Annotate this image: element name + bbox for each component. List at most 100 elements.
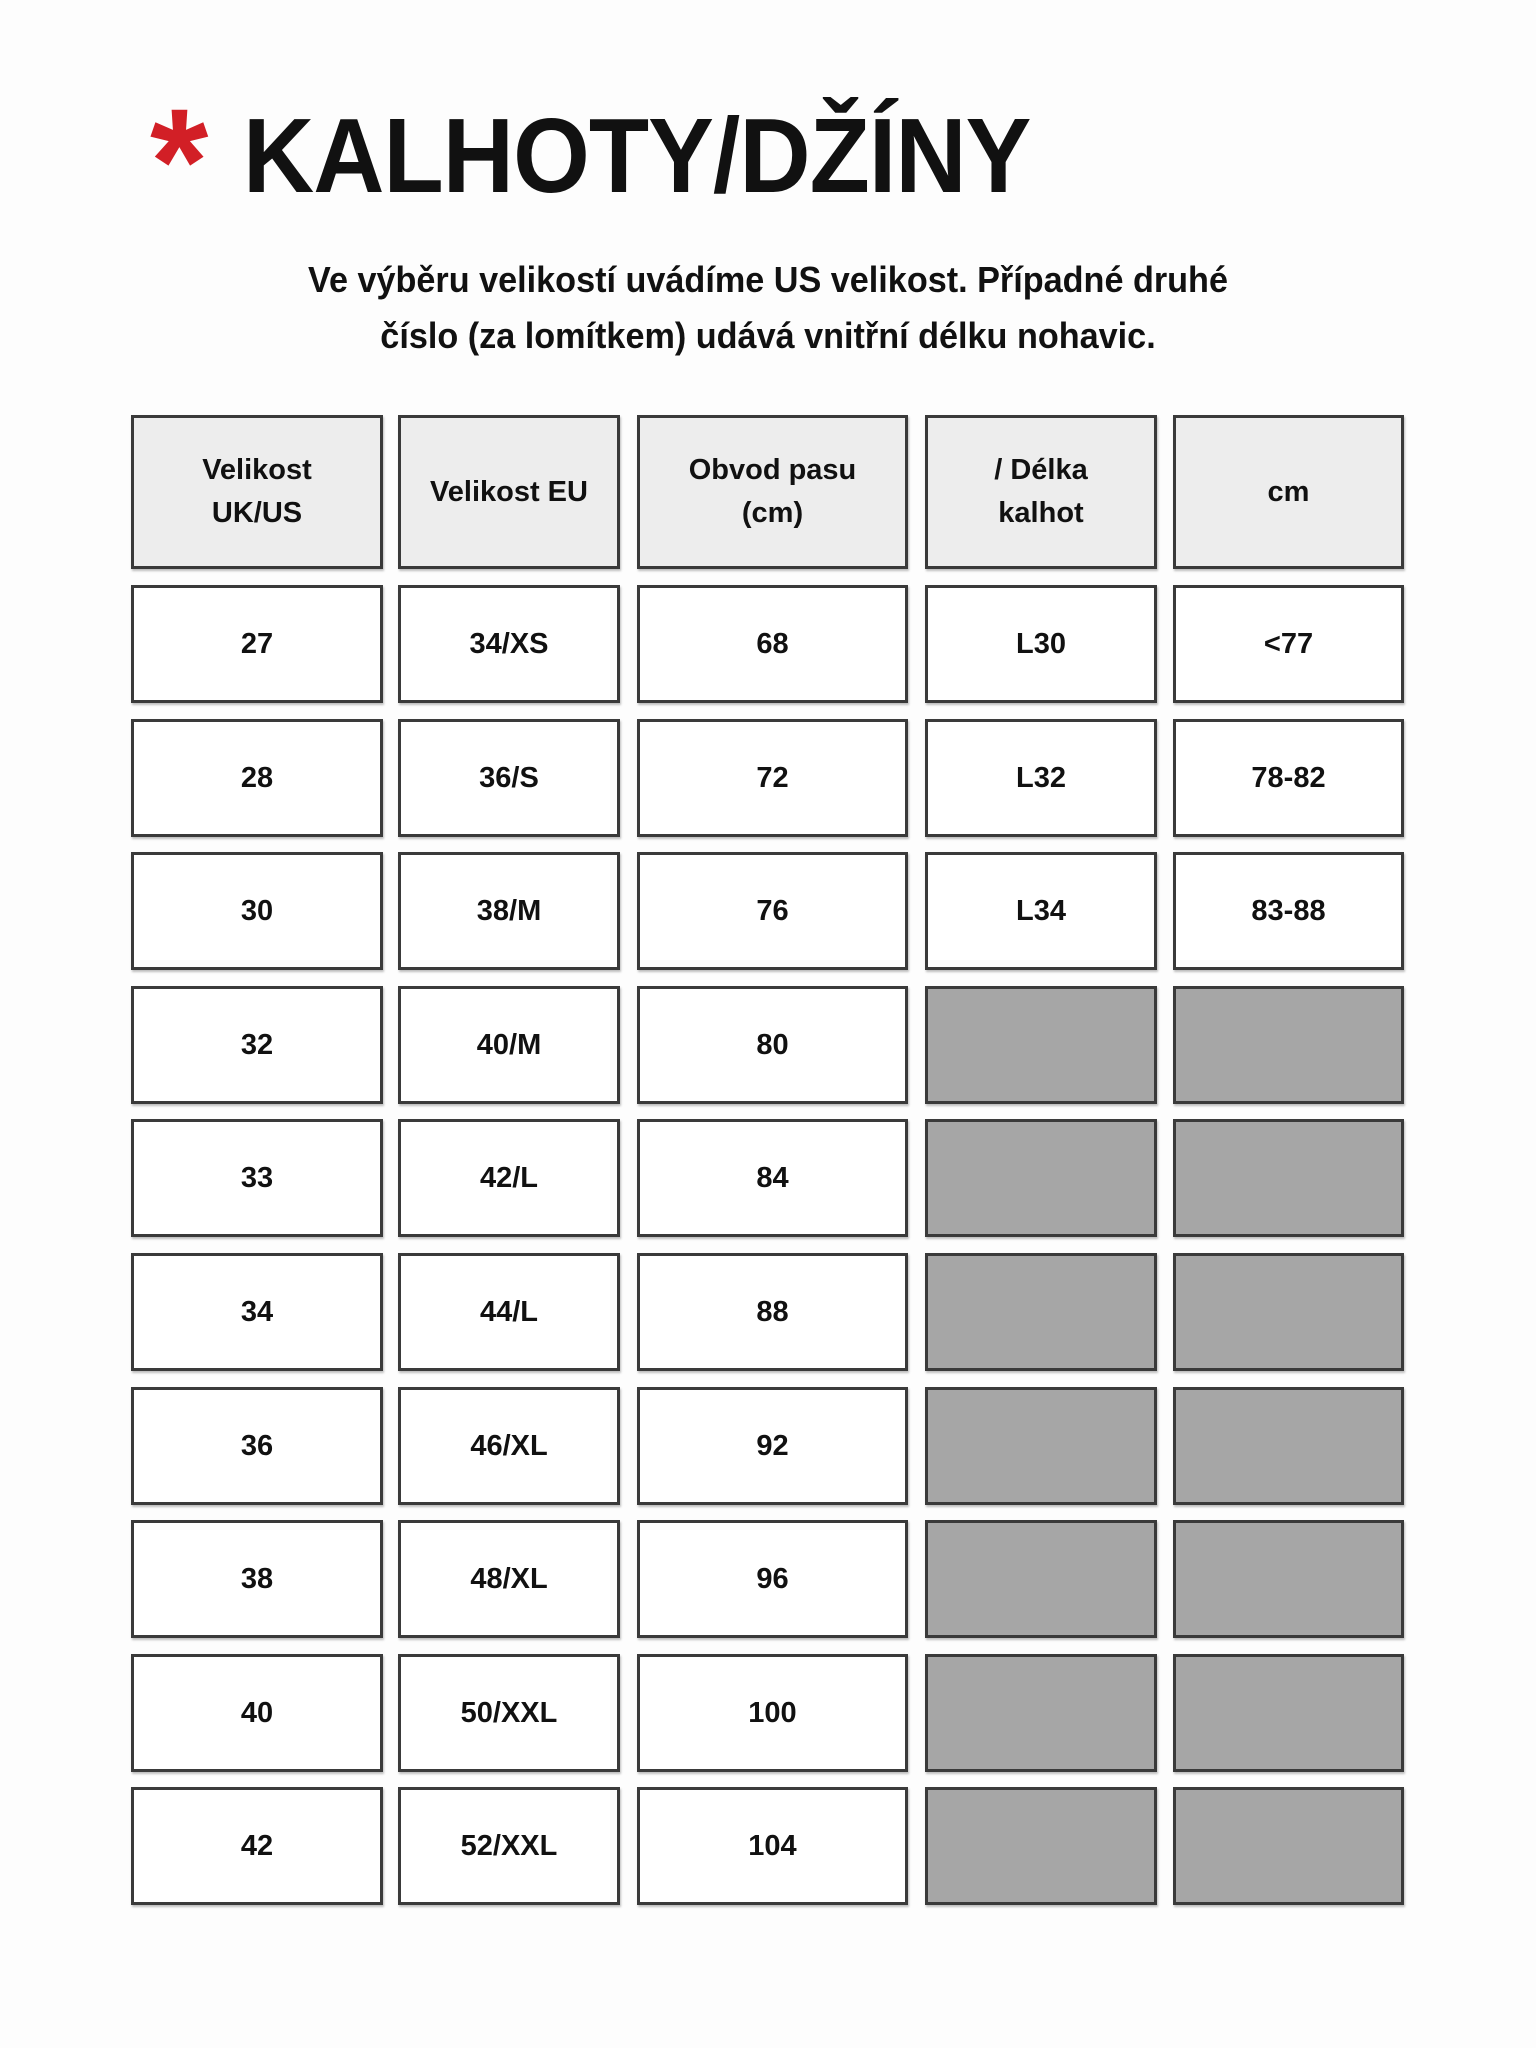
table-cell: 34 [131,1253,383,1371]
table-cell: 38/M [398,852,620,970]
unavailable-cell [1173,1787,1404,1905]
unavailable-cell [925,1119,1157,1237]
table-cell: 46/XL [398,1387,620,1505]
cell-text: 44/L [479,1295,539,1328]
header-cell: Obvod pasu (cm) [637,415,908,569]
unavailable-cell [925,1520,1157,1638]
table-cell: 84 [637,1119,908,1237]
cell-text: 46/XL [470,1429,548,1462]
table-cell: 44/L [398,1253,620,1371]
header-cell: cm [1173,415,1404,569]
unavailable-cell [925,986,1157,1104]
header-cell: / Délka kalhot [925,415,1157,569]
cell-text: 72 [756,761,789,794]
unavailable-cell [1173,1387,1404,1505]
subtitle-line-1: Ve výběru velikostí uvádíme US velikost.… [308,259,1228,300]
cell-text: 36/S [479,761,539,794]
unavailable-cell [925,1654,1157,1772]
table-cell: 76 [637,852,908,970]
table-cell: 28 [131,719,383,837]
table-cell: 96 [637,1520,908,1638]
cell-text: L30 [1016,627,1066,660]
cell-text: L32 [1016,761,1066,794]
cell-text: 38 [240,1562,274,1595]
table-cell: 50/XXL [398,1654,620,1772]
cell-text: Velikost UK/US [202,454,312,529]
cell-text: 34 [240,1295,274,1328]
table-cell: 33 [131,1119,383,1237]
table-cell: 40 [131,1654,383,1772]
table-cell: 83-88 [1173,852,1404,970]
cell-text: 50/XXL [460,1696,558,1729]
unavailable-cell [1173,1253,1404,1371]
cell-text: 48/XL [470,1562,548,1595]
table-cell: 100 [637,1654,908,1772]
table-cell: 38 [131,1520,383,1638]
cell-text: / Délka kalhot [994,454,1088,529]
table-cell: <77 [1173,585,1404,703]
table-cell: 40/M [398,986,620,1104]
table-cell: 32 [131,986,383,1104]
unavailable-cell [925,1253,1157,1371]
cell-text: <77 [1263,627,1314,660]
header-cell: Velikost UK/US [131,415,383,569]
cell-text: 92 [756,1429,789,1462]
cell-text: 27 [240,627,274,660]
table-cell: 30 [131,852,383,970]
cell-text: 83-88 [1251,894,1326,927]
cell-text: 38/M [476,894,542,927]
table-cell: 68 [637,585,908,703]
table-cell: 72 [637,719,908,837]
table-cell: 42 [131,1787,383,1905]
cell-text: 80 [756,1028,789,1061]
table-cell: L34 [925,852,1157,970]
table-cell: 42/L [398,1119,620,1237]
cell-text: 42 [240,1829,274,1862]
table-cell: 36 [131,1387,383,1505]
cell-text: Obvod pasu (cm) [688,454,857,529]
cell-text: 84 [756,1161,789,1194]
table-cell: L30 [925,585,1157,703]
unavailable-cell [1173,1119,1404,1237]
cell-text: 96 [756,1562,789,1595]
subtitle-line-2: číslo (za lomítkem) udává vnitřní délku … [380,315,1156,356]
table-cell: L32 [925,719,1157,837]
unavailable-cell [1173,986,1404,1104]
cell-text: 52/XXL [460,1829,558,1862]
cell-text: 104 [748,1829,797,1862]
table-cell: 92 [637,1387,908,1505]
table-cell: 104 [637,1787,908,1905]
cell-text: Velikost EU [430,475,588,508]
cell-text: 30 [240,894,274,927]
cell-text: cm [1267,475,1310,508]
table-cell: 78-82 [1173,719,1404,837]
table-cell: 48/XL [398,1520,620,1638]
cell-text: L34 [1016,894,1066,927]
page-title: KALHOTY/DŽÍNY [243,97,1031,215]
cell-text: 42/L [479,1161,539,1194]
table-cell: 27 [131,585,383,703]
cell-text: 28 [240,761,274,794]
unavailable-cell [925,1387,1157,1505]
unavailable-cell [925,1787,1157,1905]
cell-text: 40 [240,1696,274,1729]
cell-text: 32 [240,1028,274,1061]
cell-text: 40/M [476,1028,542,1061]
unavailable-cell [1173,1654,1404,1772]
table-cell: 36/S [398,719,620,837]
table-cell: 52/XXL [398,1787,620,1905]
unavailable-cell [1173,1520,1404,1638]
cell-text: 68 [756,627,789,660]
table-cell: 80 [637,986,908,1104]
red-asterisk-icon: * [150,77,209,245]
cell-text: 34/XS [469,627,549,660]
cell-text: 36 [240,1429,274,1462]
cell-text: 78-82 [1251,761,1326,794]
table-cell: 88 [637,1253,908,1371]
cell-text: 100 [748,1696,797,1729]
cell-text: 88 [756,1295,789,1328]
subtitle: Ve výběru velikostí uvádíme US velikost.… [0,252,1536,364]
cell-text: 76 [756,894,789,927]
header-cell: Velikost EU [398,415,620,569]
table-cell: 34/XS [398,585,620,703]
